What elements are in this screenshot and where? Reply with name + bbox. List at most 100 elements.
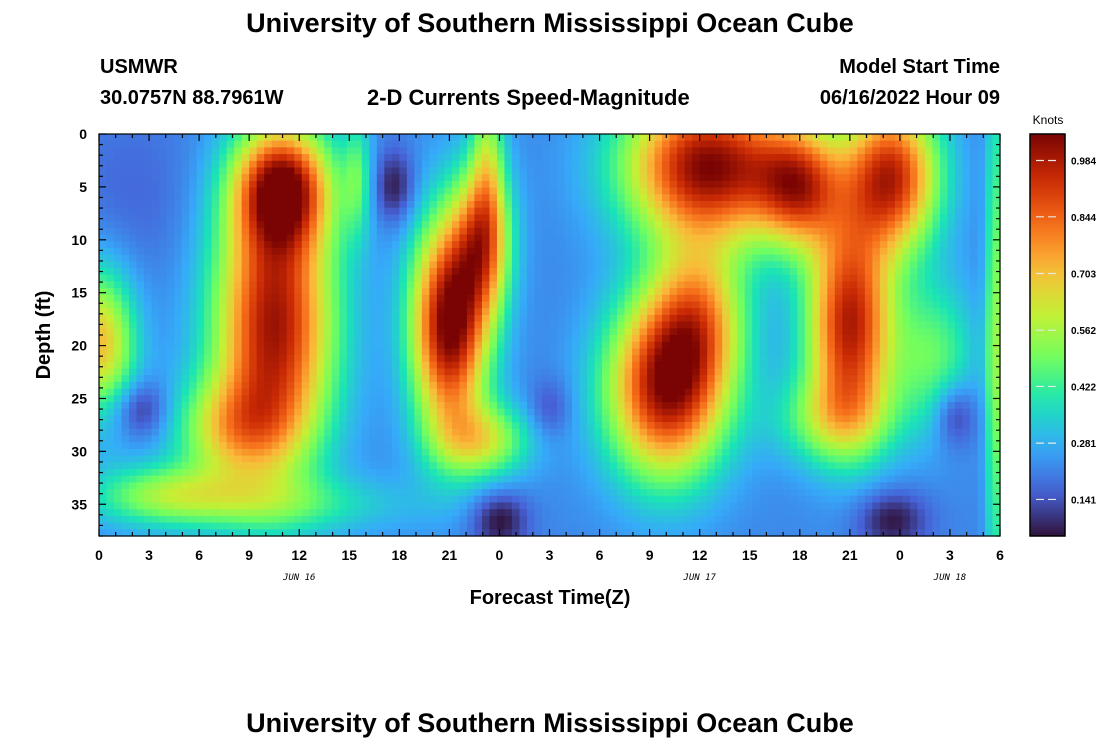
heatmap-cell [369,308,378,316]
heatmap-cell [294,214,303,222]
heatmap-cell [572,368,581,376]
heatmap-cell [714,194,723,202]
heatmap-cell [564,180,573,189]
heatmap-cell [737,207,746,215]
heatmap-cell [774,355,783,363]
heatmap-cell [744,227,753,236]
heatmap-cell [752,201,761,209]
heatmap-cell [692,395,701,403]
heatmap-cell [406,221,415,229]
heatmap-cell [459,408,468,416]
heatmap-cell [924,167,934,175]
heatmap-cell [534,194,543,202]
heatmap-cell [774,160,783,169]
heatmap-cell [662,314,671,323]
heatmap-cell [924,180,934,189]
heatmap-cell [361,268,370,276]
heatmap-cell [451,234,460,242]
heatmap-cell [226,134,235,142]
heatmap-cell [827,160,836,169]
heatmap-cell [549,355,558,363]
heatmap-cell [301,274,310,282]
heatmap-cell [181,328,190,336]
heatmap-cell [707,375,716,383]
heatmap-cell [354,201,363,209]
heatmap-cell [864,308,873,316]
heatmap-cell [324,180,333,189]
heatmap-cell [384,408,393,416]
heatmap-cell [759,134,768,142]
heatmap-cell [384,395,393,403]
heatmap-cell [744,348,753,356]
heatmap-cell [226,207,235,215]
heatmap-cell [181,341,190,349]
heatmap-cell [572,160,581,169]
heatmap-cell [504,160,513,169]
heatmap-cell [992,361,1001,370]
heatmap-cell [609,395,618,403]
heatmap-cell [496,335,506,343]
heatmap-cell [541,408,551,416]
heatmap-cell [279,214,288,222]
heatmap-cell [932,335,941,343]
heatmap-cell [939,281,949,289]
heatmap-cell [767,174,776,182]
heatmap-cell [459,187,468,195]
heatmap-cell [496,214,506,222]
heatmap-cell [677,221,686,229]
heatmap-cell [849,207,858,215]
heatmap-cell [647,308,656,316]
heatmap-cell [196,160,205,169]
heatmap-cell [226,308,235,316]
heatmap-cell [384,201,393,209]
heatmap-cell [249,234,258,242]
heatmap-cell [639,294,648,303]
heatmap-cell [827,194,836,202]
heatmap-cell [391,207,400,215]
heatmap-cell [189,308,198,316]
heatmap-cell [526,388,536,396]
heatmap-cell [624,368,633,376]
heatmap-cell [812,140,821,148]
heatmap-cell [376,254,385,262]
heatmap-cell [572,321,581,329]
heatmap-cell [519,321,528,329]
heatmap-cell [804,214,813,222]
heatmap-cell [902,254,911,262]
heatmap-cell [737,375,746,383]
heatmap-cell [174,147,183,155]
heatmap-cell [722,395,731,403]
heatmap-cell [879,402,888,410]
heatmap-cell [767,328,776,336]
heatmap-cell [166,160,175,169]
heatmap-cell [909,187,919,195]
heatmap-cell [549,388,558,396]
heatmap-cell [774,314,783,323]
heatmap-cell [474,180,483,189]
heatmap-cell [436,408,445,416]
heatmap-cell [384,281,393,289]
heatmap-cell [819,341,828,349]
heatmap-cell [812,221,821,229]
heatmap-cell [376,308,385,316]
heatmap-cell [309,321,318,329]
heatmap-cell [594,381,603,390]
heatmap-cell [692,241,701,249]
heatmap-cell [339,194,348,202]
heatmap-cell [226,375,235,383]
heatmap-cell [969,268,979,276]
heatmap-cell [752,381,761,390]
heatmap-cell [181,241,190,249]
heatmap-cell [617,214,626,222]
heatmap-cell [301,321,310,329]
heatmap-cell [309,160,318,169]
heatmap-cell [519,254,528,262]
heatmap-cell [354,281,363,289]
heatmap-cell [451,134,460,142]
heatmap-cell [789,274,798,282]
heatmap-cell [594,194,603,202]
heatmap-cell [309,381,318,390]
heatmap-cell [204,147,213,155]
heatmap-cell [624,167,633,175]
heatmap-cell [346,328,355,336]
